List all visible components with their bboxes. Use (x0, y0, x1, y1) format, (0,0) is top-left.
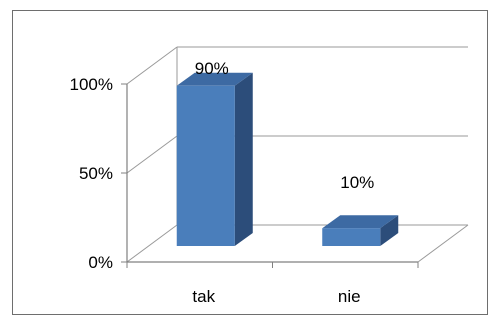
data-labels: 90% 10% (195, 59, 375, 192)
bar-tak (176, 72, 253, 246)
floor-right-edge (417, 224, 469, 263)
data-label: 90% (195, 59, 229, 78)
y-axis-ticks: 0% 50% 100% (70, 75, 113, 272)
bar-nie (322, 215, 399, 246)
bar-front (176, 85, 235, 246)
gridline-depth (126, 135, 178, 174)
y-tick-label: 0% (88, 253, 113, 272)
gridline-depth (126, 46, 178, 85)
bar-front (322, 228, 381, 246)
bar-top (322, 215, 399, 229)
x-category-label: tak (192, 287, 215, 306)
x-axis-categories: tak nie (192, 287, 360, 306)
bar-side (234, 72, 253, 246)
chart-axes (121, 83, 469, 268)
x-category-label: nie (338, 287, 361, 306)
bar-side (380, 215, 399, 246)
gridline-depth (126, 224, 178, 263)
data-label: 10% (340, 173, 374, 192)
y-tick-label: 100% (70, 75, 113, 94)
bar-top (176, 72, 253, 86)
chart-bars (176, 72, 399, 246)
y-tick-label: 50% (79, 164, 113, 183)
